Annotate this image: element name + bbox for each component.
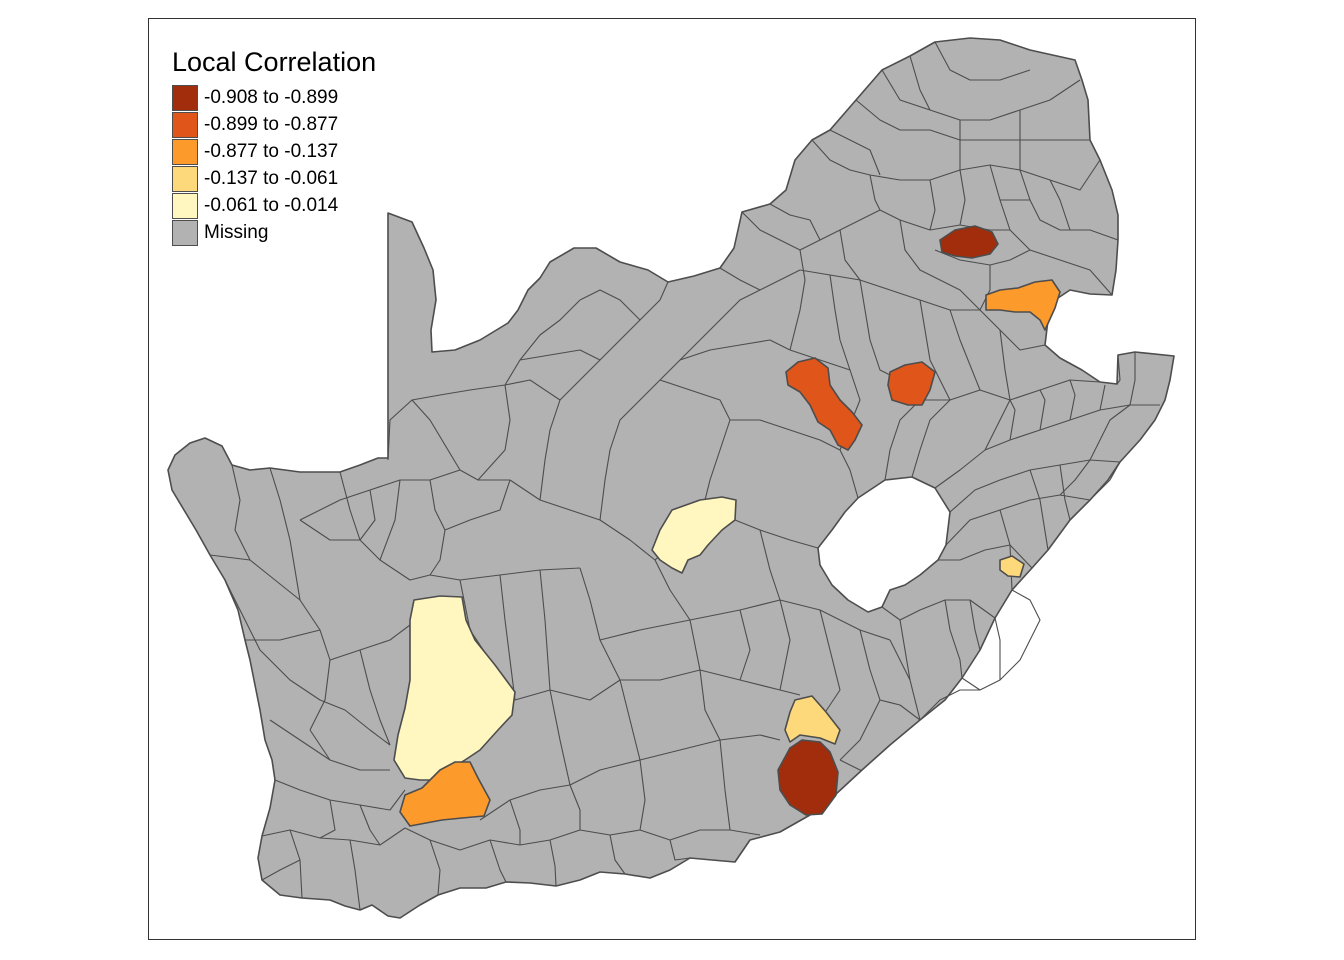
region-fill-class-1 (777, 739, 839, 816)
legend-swatch (172, 192, 198, 219)
legend-swatch (172, 84, 198, 111)
legend-label: -0.908 to -0.899 (204, 86, 339, 108)
legend-label: Missing (204, 221, 269, 243)
region-fill-class-3 (399, 761, 491, 827)
legend-swatch (172, 138, 198, 165)
legend-item: -0.908 to -0.899 (172, 84, 376, 111)
region-fill-class-2 (887, 361, 936, 406)
region-fill-class-1 (939, 225, 999, 259)
legend-item: Missing (172, 219, 376, 246)
legend-label: -0.877 to -0.137 (204, 140, 339, 162)
legend-item: -0.061 to -0.014 (172, 192, 376, 219)
legend-title: Local Correlation (172, 47, 377, 77)
region-fill-class-4 (784, 695, 841, 745)
legend-swatch (172, 219, 198, 246)
legend-swatch (172, 165, 198, 192)
legend-label: -0.899 to -0.877 (204, 113, 339, 135)
legend-swatch (172, 111, 198, 138)
region-fill-class-2 (785, 357, 863, 451)
region-fill-class-5 (651, 496, 737, 574)
legend-label: -0.137 to -0.061 (204, 167, 339, 189)
region-fill-class-4 (999, 555, 1025, 578)
legend-label: -0.061 to -0.014 (204, 194, 339, 216)
highlighted-regions (393, 225, 1061, 827)
legend-item: -0.899 to -0.877 (172, 111, 376, 138)
legend: Local Correlation -0.908 to -0.899 -0.89… (172, 44, 376, 246)
legend-item: -0.137 to -0.061 (172, 165, 376, 192)
region-fill-class-3 (985, 279, 1061, 331)
map-frame (148, 18, 1196, 940)
legend-item: -0.877 to -0.137 (172, 138, 376, 165)
